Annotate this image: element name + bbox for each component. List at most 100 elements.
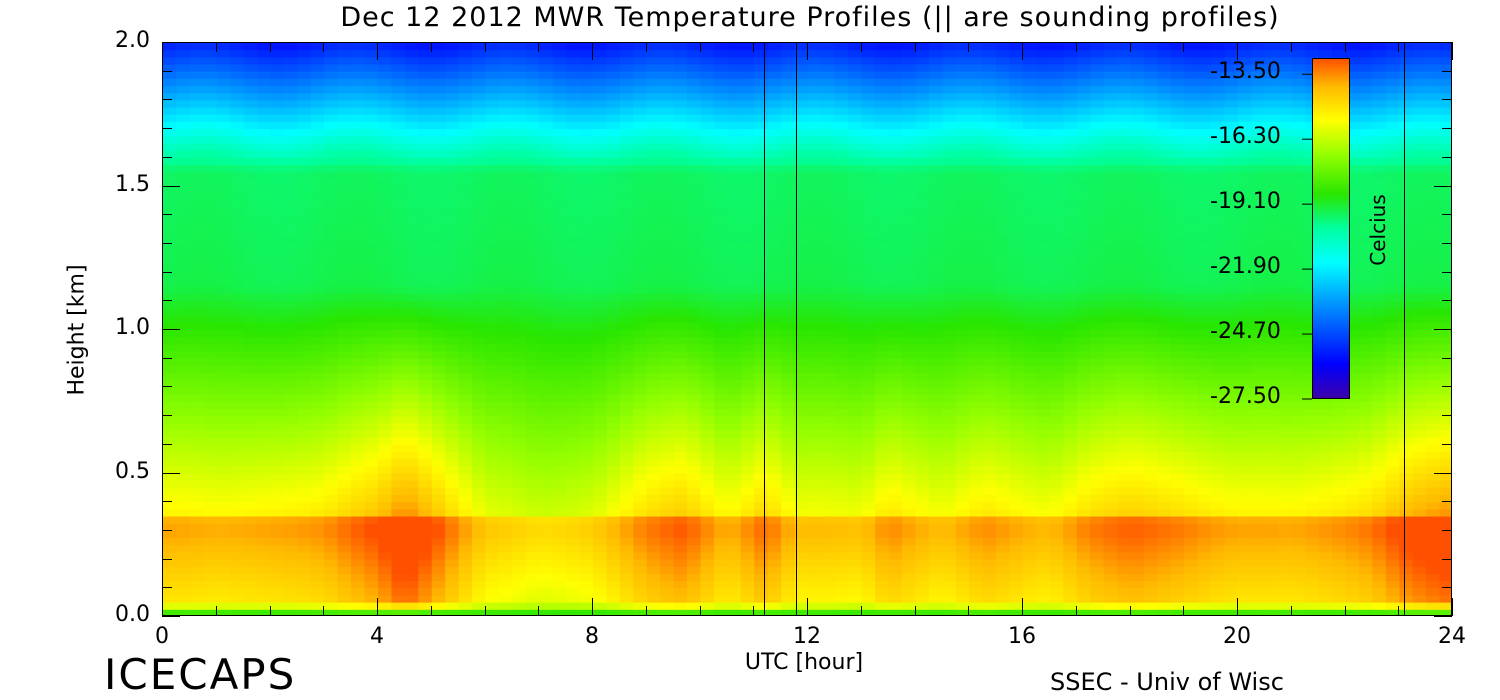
heatmap-cell [539, 530, 554, 539]
heatmap-cell [525, 301, 540, 310]
heatmap-cell [969, 93, 984, 101]
heatmap-cell [875, 136, 890, 145]
heatmap-cell [189, 351, 204, 360]
heatmap-cell [337, 365, 352, 374]
heatmap-cell [297, 143, 312, 152]
heatmap-cell [579, 279, 594, 288]
heatmap-cell [378, 78, 393, 87]
heatmap-cell [808, 394, 823, 403]
heatmap-cell [257, 581, 272, 589]
heatmap-cell [619, 444, 634, 453]
heatmap-cell [754, 487, 769, 496]
heatmap-cell [539, 279, 554, 288]
heatmap-cell [606, 423, 621, 432]
heatmap-cell [848, 294, 863, 302]
heatmap-cell [982, 315, 997, 324]
heatmap-cell [176, 530, 191, 539]
heatmap-cell [310, 337, 325, 345]
heatmap-cell [203, 78, 218, 87]
heatmap-cell [808, 64, 823, 73]
heatmap-cell [472, 387, 487, 396]
heatmap-cell [391, 315, 406, 324]
heatmap-cell [552, 459, 567, 467]
heatmap-cell [687, 172, 702, 180]
heatmap-cell [902, 193, 917, 202]
heatmap-cell [781, 487, 796, 496]
heatmap-cell [606, 502, 621, 510]
heatmap-cell [216, 423, 231, 432]
heatmap-cell [928, 502, 943, 510]
heatmap-cell [700, 595, 715, 604]
heatmap-cell [875, 186, 890, 195]
heatmap-cell [942, 451, 957, 460]
heatmap-cell [848, 401, 863, 410]
heatmap-cell [445, 121, 460, 130]
heatmap-cell [915, 71, 930, 80]
heatmap-cell [754, 473, 769, 482]
heatmap-cell [163, 344, 178, 353]
heatmap-cell [942, 365, 957, 374]
heatmap-cell [472, 502, 487, 510]
heatmap-cell [216, 552, 231, 561]
heatmap-cell [579, 64, 594, 73]
heatmap-cell [297, 129, 312, 137]
heatmap-cell [633, 229, 648, 238]
heatmap-cell [808, 251, 823, 259]
heatmap-cell [243, 530, 258, 539]
heatmap-cell [969, 222, 984, 231]
heatmap-cell [203, 193, 218, 202]
heatmap-cell [243, 495, 258, 503]
heatmap-cell [539, 64, 554, 73]
heatmap-cell [673, 107, 688, 116]
heatmap-cell [996, 114, 1011, 123]
heatmap-cell [767, 466, 782, 475]
heatmap-cell [902, 143, 917, 152]
heatmap-cell [431, 193, 446, 202]
heatmap-cell [525, 365, 540, 374]
heatmap-cell [915, 602, 930, 611]
heatmap-cell [928, 93, 943, 101]
heatmap-cell [848, 107, 863, 116]
heatmap-cell [418, 150, 433, 159]
heatmap-cell [458, 143, 473, 152]
heatmap-cell [485, 222, 500, 231]
heatmap-cell [270, 286, 285, 295]
heatmap-cell [848, 71, 863, 80]
heatmap-cell [539, 86, 554, 94]
heatmap-cell [969, 444, 984, 453]
heatmap-cell [687, 588, 702, 597]
heatmap-cell [942, 86, 957, 94]
heatmap-cell [646, 430, 661, 439]
heatmap-cell [955, 516, 970, 525]
heatmap-cell [418, 373, 433, 381]
heatmap-cell [834, 78, 849, 87]
heatmap-cell [189, 322, 204, 331]
heatmap-cell [297, 222, 312, 231]
heatmap-cell [283, 301, 298, 310]
heatmap-cell [902, 186, 917, 195]
heatmap-cell [539, 308, 554, 317]
heatmap-cell [283, 157, 298, 166]
heatmap-cell [969, 243, 984, 252]
heatmap-cell [996, 193, 1011, 202]
heatmap-cell [364, 473, 379, 482]
heatmap-cell [310, 559, 325, 568]
heatmap-cell [767, 157, 782, 166]
heatmap-cell [351, 330, 366, 338]
heatmap-cell [902, 444, 917, 453]
heatmap-cell [525, 229, 540, 238]
heatmap-cell [942, 251, 957, 259]
heatmap-cell [821, 100, 836, 109]
heatmap-cell [834, 609, 849, 615]
heatmap-cell [834, 430, 849, 439]
heatmap-cell [230, 401, 245, 410]
heatmap-cell [606, 602, 621, 611]
heatmap-cell [740, 172, 755, 180]
heatmap-cell [230, 251, 245, 259]
heatmap-cell [700, 573, 715, 582]
heatmap-cell [888, 315, 903, 324]
heatmap-cell [163, 559, 178, 568]
heatmap-cell [808, 401, 823, 410]
heatmap-cell [902, 416, 917, 424]
heatmap-cell [875, 193, 890, 202]
